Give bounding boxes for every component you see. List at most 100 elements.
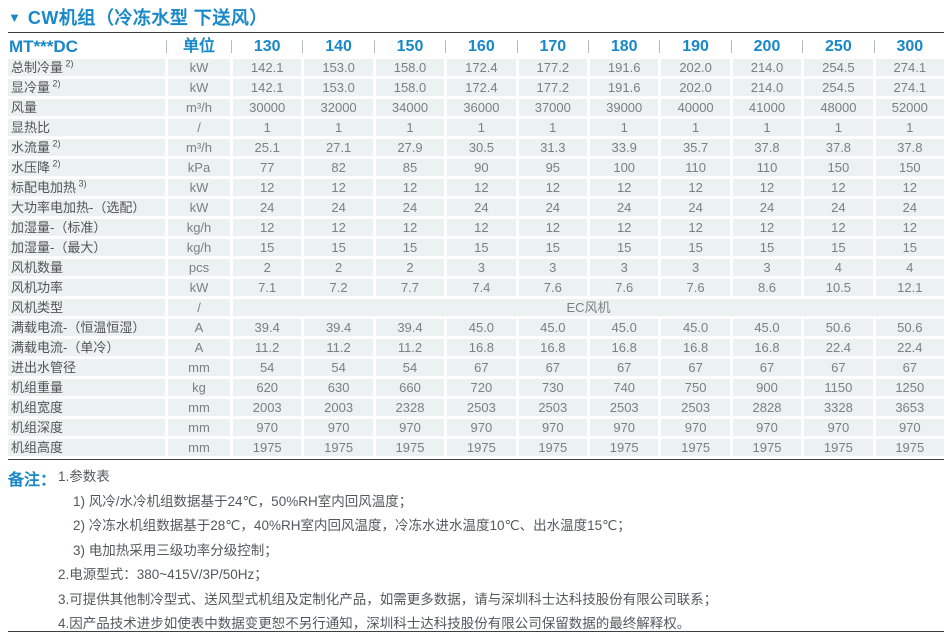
value-cell: 2503	[661, 399, 730, 416]
value-cell: 158.0	[375, 59, 445, 76]
table-row: 满载电流-（恒温恒湿） A 39.4 39.4 39.4 45.0 45.0 45.0 45.0…	[8, 319, 944, 336]
column-header-180: 180	[587, 36, 658, 57]
value-cell: 27.9	[375, 139, 445, 156]
value-cell: 45.0	[732, 319, 802, 336]
value-cell: 8.6	[732, 279, 802, 296]
value-cell: 50.6	[875, 319, 944, 336]
value-cell: 1	[375, 119, 445, 136]
unit-cell: kPa	[168, 159, 230, 176]
value-cell: 12	[661, 219, 730, 236]
value-cell: 7.2	[304, 279, 373, 296]
unit-cell: A	[168, 319, 230, 336]
value-cell: 1975	[375, 439, 445, 456]
value-cell: 11.2	[304, 339, 373, 356]
row-label: 水流量 2)	[8, 139, 165, 156]
value-cell: 85	[375, 159, 445, 176]
value-cell: 3328	[804, 399, 873, 416]
value-cell: 12	[518, 219, 587, 236]
value-cell: 82	[304, 159, 373, 176]
unit-column-header: 单位	[166, 36, 230, 57]
unit-cell: kW	[168, 279, 230, 296]
value-cell: 1	[875, 119, 944, 136]
value-cell: 54	[304, 359, 373, 376]
value-cell: 1975	[447, 439, 516, 456]
value-cell: 15	[304, 239, 373, 256]
row-label: 进出水管径	[8, 359, 165, 376]
value-cell: 202.0	[661, 79, 730, 96]
value-cell: 15	[518, 239, 587, 256]
value-cell: 191.6	[590, 79, 659, 96]
value-cell: 214.0	[732, 59, 802, 76]
value-cell: 15	[447, 239, 516, 256]
value-cell: 12	[375, 219, 445, 236]
value-cell: 1975	[518, 439, 587, 456]
value-cell: 2503	[518, 399, 587, 416]
value-cell: 50.6	[804, 319, 873, 336]
value-cell: 11.2	[233, 339, 302, 356]
value-cell: 1	[732, 119, 802, 136]
value-cell: 970	[590, 419, 659, 436]
value-cell: 110	[732, 159, 802, 176]
value-cell: 67	[732, 359, 802, 376]
value-cell: 254.5	[804, 59, 873, 76]
title-divider	[8, 32, 944, 33]
value-cell: 67	[447, 359, 516, 376]
unit-cell: /	[168, 299, 230, 316]
value-cell: 16.8	[732, 339, 802, 356]
column-header-200: 200	[730, 36, 801, 57]
unit-cell: mm	[168, 399, 230, 416]
value-cell: 1	[447, 119, 516, 136]
value-cell: 54	[375, 359, 445, 376]
value-cell: 25.1	[233, 139, 302, 156]
value-cell: 1975	[875, 439, 944, 456]
value-cell: 22.4	[875, 339, 944, 356]
unit-cell: kW	[168, 199, 230, 216]
note-line: 1) 风冷/水冷机组数据基于24℃，50%RH室内回风温度；	[73, 493, 413, 509]
unit-cell: A	[168, 339, 230, 356]
value-cell: 36000	[447, 99, 516, 116]
unit-cell: pcs	[168, 259, 230, 276]
notes-section: 备注： 1.参数表 1) 风冷/水冷机组数据基于24℃，50%RH室内回风温度； 2…	[8, 465, 944, 637]
value-cell: 254.5	[804, 79, 873, 96]
value-cell: 35.7	[661, 139, 730, 156]
note-line: 1.参数表	[58, 469, 110, 484]
value-cell: 45.0	[590, 319, 659, 336]
value-cell: 970	[304, 419, 373, 436]
value-cell: 90	[447, 159, 516, 176]
value-cell: 2	[233, 259, 302, 276]
value-cell: 12	[447, 179, 516, 196]
value-cell: 12	[732, 219, 802, 236]
row-label: 加湿量-（标准）	[8, 219, 165, 236]
row-label: 机组宽度	[8, 399, 165, 416]
value-cell: 48000	[804, 99, 873, 116]
value-cell: 7.1	[233, 279, 302, 296]
value-cell: 191.6	[590, 59, 659, 76]
row-label: 机组深度	[8, 419, 165, 436]
column-header-250: 250	[802, 36, 872, 57]
value-cell: 37.8	[804, 139, 873, 156]
value-cell: 12	[233, 179, 302, 196]
row-label: 满载电流-（恒温恒湿）	[8, 319, 165, 336]
value-cell: 2328	[375, 399, 445, 416]
value-cell: 12.1	[875, 279, 944, 296]
value-cell: 214.0	[732, 79, 802, 96]
value-cell: 7.4	[447, 279, 516, 296]
unit-cell: kg/h	[168, 219, 230, 236]
value-cell: 67	[875, 359, 944, 376]
note-line: 3) 电加热采用三级功率分级控制；	[73, 542, 278, 558]
value-cell: 77	[233, 159, 302, 176]
value-cell: 100	[590, 159, 659, 176]
note-line: 2) 冷冻水机组数据基于28℃，40%RH室内回风温度，冷冻水进水温度10℃、出…	[73, 518, 631, 533]
value-cell: 15	[233, 239, 302, 256]
value-cell: 158.0	[375, 79, 445, 96]
row-label-footnote: 2)	[50, 159, 61, 169]
value-cell: 12	[304, 179, 373, 196]
value-cell: 12	[590, 219, 659, 236]
value-cell: 54	[233, 359, 302, 376]
row-label: 总制冷量 2)	[8, 59, 165, 76]
value-cell: 24	[233, 199, 302, 216]
value-cell: 970	[518, 419, 587, 436]
value-cell: 750	[661, 379, 730, 396]
unit-cell: mm	[168, 359, 230, 376]
column-header-170: 170	[516, 36, 587, 57]
